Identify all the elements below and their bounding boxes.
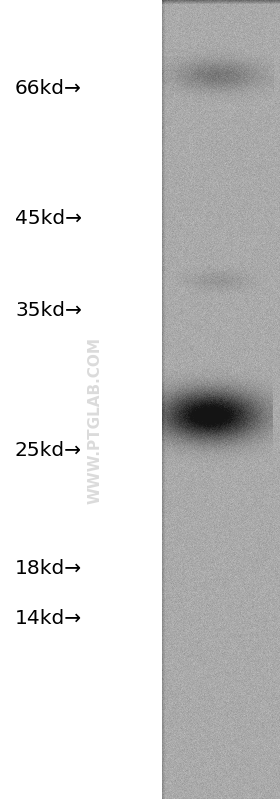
Text: 25kd→: 25kd→ bbox=[15, 440, 82, 459]
Text: 45kd→: 45kd→ bbox=[15, 209, 82, 228]
Bar bbox=[0, 0, 162, 799]
Text: 66kd→: 66kd→ bbox=[15, 78, 82, 97]
Text: 14kd→: 14kd→ bbox=[15, 609, 82, 627]
Text: 18kd→: 18kd→ bbox=[15, 559, 82, 578]
Text: 35kd→: 35kd→ bbox=[15, 300, 82, 320]
Text: WWW.PTGLAB.COM: WWW.PTGLAB.COM bbox=[87, 336, 102, 503]
